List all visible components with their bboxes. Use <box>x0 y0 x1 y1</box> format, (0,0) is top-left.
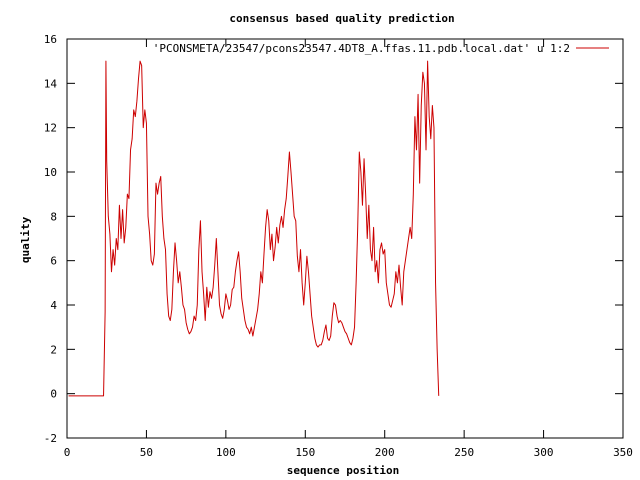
axis-ticks: -2 0 2 4 6 8 10 12 14 16 0 50 100 150 200 250 300 350 <box>44 33 633 459</box>
x-tick-label: 150 <box>295 446 315 459</box>
y-tick-label: 12 <box>44 122 57 135</box>
x-tick-label: 300 <box>534 446 554 459</box>
y-tick-label: 16 <box>44 33 57 46</box>
plot-frame <box>66 38 624 439</box>
x-tick-label: 250 <box>454 446 474 459</box>
legend-series-label: 'PCONSMETA/23547/pcons23547.4DT8_A.ffas.… <box>153 42 570 55</box>
x-tick-label: 0 <box>64 446 71 459</box>
y-tick-label: 4 <box>50 299 57 312</box>
plot-area <box>68 60 440 397</box>
y-tick-label: 14 <box>44 77 58 90</box>
y-tick-label: 8 <box>50 210 57 223</box>
y-tick-label: -2 <box>44 432 57 445</box>
y-axis-label: quality <box>19 216 32 263</box>
x-tick-label: 100 <box>216 446 236 459</box>
series-line <box>68 60 440 397</box>
y-tick-label: 2 <box>50 343 57 356</box>
y-tick-label: 10 <box>44 166 57 179</box>
y-tick-label: 0 <box>50 388 57 401</box>
chart-title: consensus based quality prediction <box>229 12 454 25</box>
legend: 'PCONSMETA/23547/pcons23547.4DT8_A.ffas.… <box>153 42 609 55</box>
x-axis-label: sequence position <box>287 464 400 477</box>
y-tick-label: 6 <box>50 255 57 268</box>
x-tick-label: 200 <box>375 446 395 459</box>
x-tick-label: 350 <box>613 446 633 459</box>
x-tick-label: 50 <box>140 446 153 459</box>
